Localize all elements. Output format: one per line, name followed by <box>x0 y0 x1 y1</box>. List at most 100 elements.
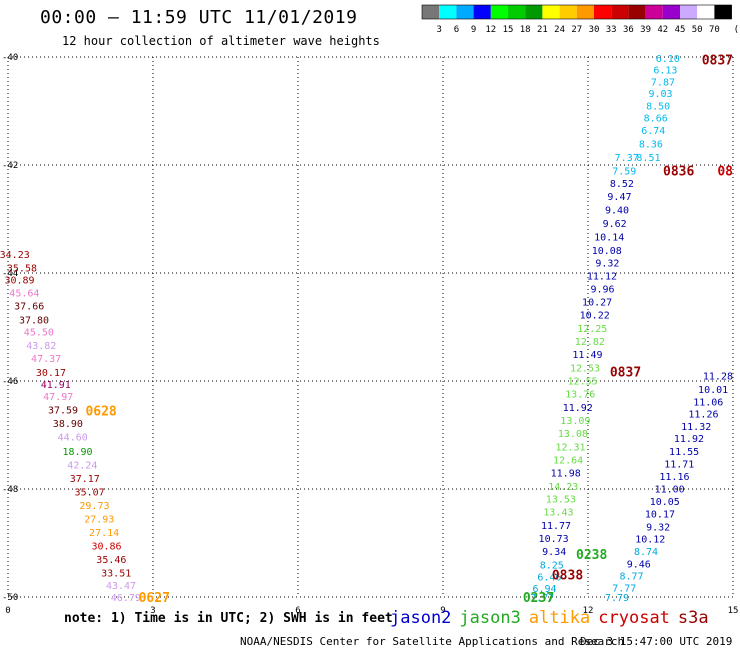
y-tick-label: -46 <box>2 377 18 387</box>
swh-value-label: 13.09 <box>560 416 590 427</box>
swh-value-label: 10.17 <box>645 509 675 520</box>
swh-value-label: 33.51 <box>101 569 131 580</box>
swh-value-label: 9.46 <box>627 560 651 571</box>
swh-value-label: 11.98 <box>551 468 581 479</box>
y-tick-label: -50 <box>2 593 18 603</box>
pass-time-label: 0628 <box>85 405 116 420</box>
scale-swatch <box>422 5 440 19</box>
sat-cryosat: cryosat <box>598 608 670 628</box>
swh-value-label: 11.26 <box>688 409 718 420</box>
scale-unit: (ft) <box>734 25 740 35</box>
swh-value-label: 6.94 <box>532 584 556 595</box>
scale-swatch <box>594 5 612 19</box>
scale-swatch <box>473 5 491 19</box>
pass-time-label: 0836 <box>663 164 694 179</box>
swh-value-label: 9.40 <box>605 205 629 216</box>
swh-value-label: 12.25 <box>577 324 607 335</box>
scale-swatch <box>525 5 543 19</box>
swh-value-label: 30.89 <box>4 275 34 286</box>
swh-value-label: 46.79 <box>111 593 141 604</box>
page-subtitle: 12 hour collection of altimeter wave hei… <box>62 34 380 48</box>
scale-swatch <box>680 5 698 19</box>
pass-time-label: 0837 <box>610 365 641 380</box>
swh-value-label: 6.10 <box>656 54 680 65</box>
swh-value-label: 8.74 <box>634 547 658 558</box>
scale-label: 15 <box>503 25 514 35</box>
x-tick-label: 0 <box>5 606 10 616</box>
swh-value-label: 12.64 <box>553 455 583 466</box>
scale-label: 50 <box>692 25 703 35</box>
scale-label: 30 <box>589 25 600 35</box>
page-title: 00:00 – 11:59 UTC 11/01/2019 <box>40 7 358 28</box>
swh-value-label: 10.01 <box>698 385 728 396</box>
swh-value-label: 7.87 <box>651 77 675 88</box>
swh-value-label: 8.36 <box>639 139 663 150</box>
scale-swatch <box>714 5 732 19</box>
sat-jason2: jason2 <box>390 608 452 628</box>
scale-label: 24 <box>554 25 565 35</box>
swh-value-label: 35.07 <box>75 488 105 499</box>
scale-swatch <box>508 5 526 19</box>
pass-time-label: 0838 <box>552 568 583 583</box>
scale-label: 3 <box>436 25 441 35</box>
x-tick-label: 15 <box>728 606 739 616</box>
x-tick-label: 6 <box>295 606 300 616</box>
swh-value-label: 10.22 <box>580 311 610 322</box>
swh-value-label: 43.82 <box>26 341 56 352</box>
sat-s3a: s3a <box>677 608 709 628</box>
swh-value-label: 45.50 <box>24 327 54 338</box>
swh-value-label: 34.23 <box>0 250 30 261</box>
scale-swatch <box>628 5 646 19</box>
swh-value-label: 8.50 <box>646 102 670 113</box>
scale-label: 70 <box>709 25 720 35</box>
x-tick-label: 12 <box>583 606 594 616</box>
swh-value-label: 10.08 <box>592 246 622 257</box>
scale-label: 18 <box>520 25 531 35</box>
swh-value-label: 11.32 <box>681 422 711 433</box>
swh-value-label: 12.53 <box>570 364 600 375</box>
swh-value-label: 30.17 <box>36 368 66 379</box>
scale-label: 33 <box>606 25 617 35</box>
scale-swatch <box>645 5 663 19</box>
swh-value-label: 7.59 <box>612 166 636 177</box>
swh-value-label: 11.71 <box>664 460 694 471</box>
swh-value-label: 10.12 <box>635 535 665 546</box>
swh-value-label: 12.31 <box>555 442 585 453</box>
scale-frame <box>421 4 732 20</box>
swh-value-label: 37.66 <box>14 301 44 312</box>
scale-swatch <box>611 5 629 19</box>
swh-value-label: 35.58 <box>7 264 37 275</box>
swh-value-label: 8.66 <box>644 113 668 124</box>
x-tick-label: 3 <box>150 606 155 616</box>
pass-time-label: 08 <box>717 164 733 179</box>
swh-value-label: 38.90 <box>53 419 83 430</box>
scale-swatch <box>542 5 560 19</box>
swh-value-label: 10.14 <box>594 232 624 243</box>
swh-value-label: 12.82 <box>575 337 605 348</box>
scale-swatch <box>490 5 508 19</box>
swh-value-label: 7.79 <box>605 593 629 604</box>
y-tick-label: -40 <box>2 53 18 63</box>
swh-value-label: 42.24 <box>67 461 97 472</box>
swh-value-label: 18.90 <box>62 447 92 458</box>
swh-value-label: 9.32 <box>595 259 619 270</box>
y-tick-label: -42 <box>2 161 18 171</box>
swh-value-label: 30.86 <box>91 542 121 553</box>
footer-credit: NOAA/NESDIS Center for Satellite Applica… <box>240 635 625 648</box>
swh-value-label: 7.77 <box>530 593 554 604</box>
swh-value-label: 8.77 <box>619 571 643 582</box>
swh-value-label: 6.46 <box>537 572 561 583</box>
scale-swatch <box>559 5 577 19</box>
swh-value-label: 11.16 <box>659 472 689 483</box>
swh-value-label: 11.92 <box>674 434 704 445</box>
scale-label: 12 <box>485 25 496 35</box>
swh-value-label: 9.32 <box>646 522 670 533</box>
swh-value-label: 41.91 <box>41 380 71 391</box>
swh-value-label: 11.77 <box>541 521 571 532</box>
swh-value-label: 37.59 <box>48 406 78 417</box>
swh-value-label: 13.53 <box>546 495 576 506</box>
swh-value-label: 9.96 <box>590 285 614 296</box>
scale-swatch <box>662 5 680 19</box>
swh-value-label: 11.49 <box>572 350 602 361</box>
swh-value-label: 44.60 <box>58 433 88 444</box>
